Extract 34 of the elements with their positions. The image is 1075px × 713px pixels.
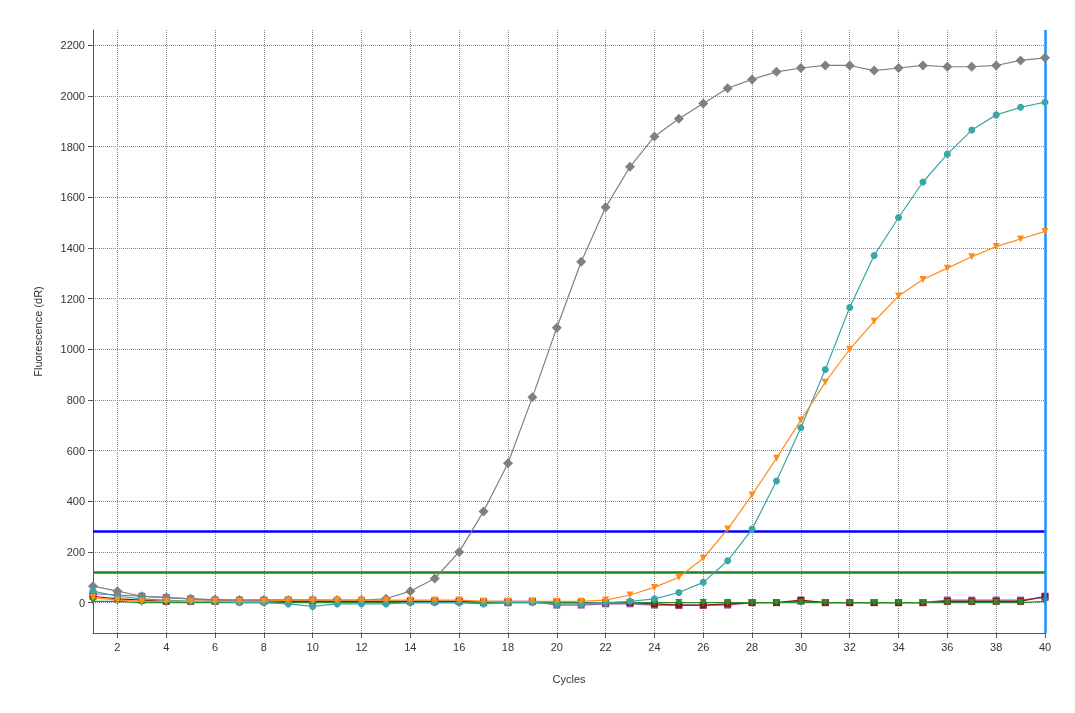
x-tick-label: 40 bbox=[1038, 640, 1052, 653]
x-tick-label: 18 bbox=[501, 640, 515, 653]
x-tick-label: 24 bbox=[648, 640, 661, 653]
x-tick-label: 34 bbox=[892, 640, 905, 653]
x-tick-label: 4 bbox=[163, 640, 170, 653]
y-tick-label: 2200 bbox=[60, 39, 85, 52]
y-tick-label: 0 bbox=[78, 596, 85, 609]
x-tick-label: 12 bbox=[355, 640, 368, 653]
x-tick-label: 36 bbox=[941, 640, 954, 653]
x-tick-label: 6 bbox=[211, 640, 219, 653]
x-tick-label: 8 bbox=[260, 640, 267, 653]
y-tick-label: 1800 bbox=[60, 140, 85, 153]
y-tick-label: 200 bbox=[66, 545, 85, 558]
y-tick-label: 1600 bbox=[60, 191, 85, 204]
x-tick-label: 16 bbox=[453, 640, 466, 653]
x-tick-label: 28 bbox=[745, 640, 759, 653]
x-tick-label: 20 bbox=[550, 640, 563, 653]
x-tick-label: 10 bbox=[306, 640, 319, 653]
x-tick-label: 38 bbox=[990, 640, 1003, 653]
x-tick-label: 30 bbox=[794, 640, 808, 653]
x-tick-label: 14 bbox=[404, 640, 417, 653]
x-tick-label: 2 bbox=[114, 640, 121, 653]
y-tick-label: 2000 bbox=[60, 89, 85, 102]
x-axis-title: Cycles bbox=[552, 672, 586, 685]
x-tick-label: 26 bbox=[697, 640, 710, 653]
y-tick-label: 1400 bbox=[60, 241, 85, 254]
y-tick-label: 800 bbox=[66, 393, 85, 406]
x-tick-label: 32 bbox=[843, 640, 856, 653]
y-tick-label: 1000 bbox=[60, 343, 85, 356]
y-tick-label: 1200 bbox=[60, 292, 85, 305]
y-axis-title: Fluorescence (dR) bbox=[31, 286, 44, 377]
y-tick-label: 600 bbox=[66, 444, 85, 457]
y-tick-label: 400 bbox=[66, 495, 85, 508]
x-tick-label: 22 bbox=[599, 640, 612, 653]
